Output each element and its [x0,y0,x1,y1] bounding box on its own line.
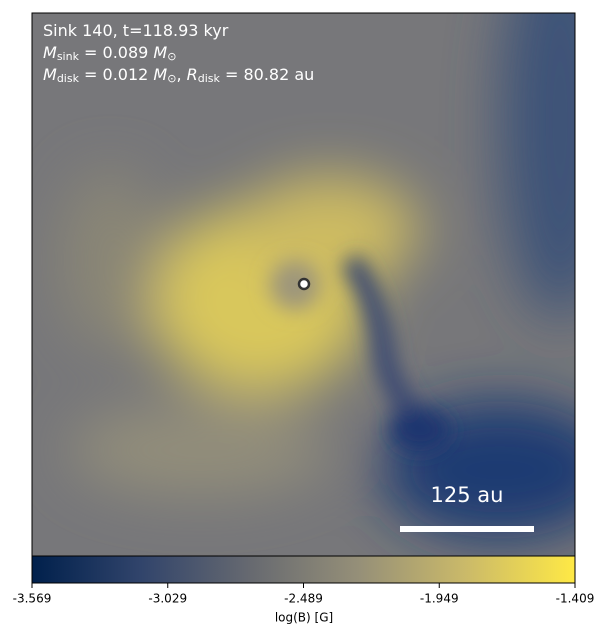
colorbar-ticks: -3.569 -3.029 -2.489 -1.949 -1.409 [13,583,595,606]
sink-marker [297,277,311,291]
field-map [32,13,575,556]
annotation-part: disk [198,72,221,85]
annotation-part: M [153,65,167,84]
annotation-part: Sink 140, t=118.93 kyr [43,21,229,40]
annotation-part: sink [57,50,80,63]
colorbar [31,555,576,584]
annotation-part: M [43,65,57,84]
annotation-part: = 0.012 [79,65,153,84]
annotation-part: ⊙ [167,50,176,63]
scale-bar [400,526,534,532]
annotation: Msink = 0.089 M⊙ [43,43,176,64]
annotation-part: disk [57,72,80,85]
annotation-part: M [43,43,57,62]
tick-label: -2.489 [284,592,323,606]
tick-label: -3.029 [148,592,187,606]
tick-label: -1.409 [556,592,595,606]
colorbar-label: log(B) [G] [275,611,333,625]
annotation-part: ⊙ [167,72,176,85]
annotation-part: , [176,65,186,84]
annotation: Mdisk = 0.012 M⊙, Rdisk = 80.82 au [43,65,314,86]
scale-bar-label: 125 au [431,483,504,507]
annotation: Sink 140, t=118.93 kyr [43,21,229,40]
tick-label: -1.949 [420,592,459,606]
annotation-part: = 0.089 [79,43,153,62]
annotation-part: M [153,43,167,62]
annotation-part: R [187,65,198,84]
tick-label: -3.569 [13,592,52,606]
annotation-part: = 80.82 au [220,65,314,84]
